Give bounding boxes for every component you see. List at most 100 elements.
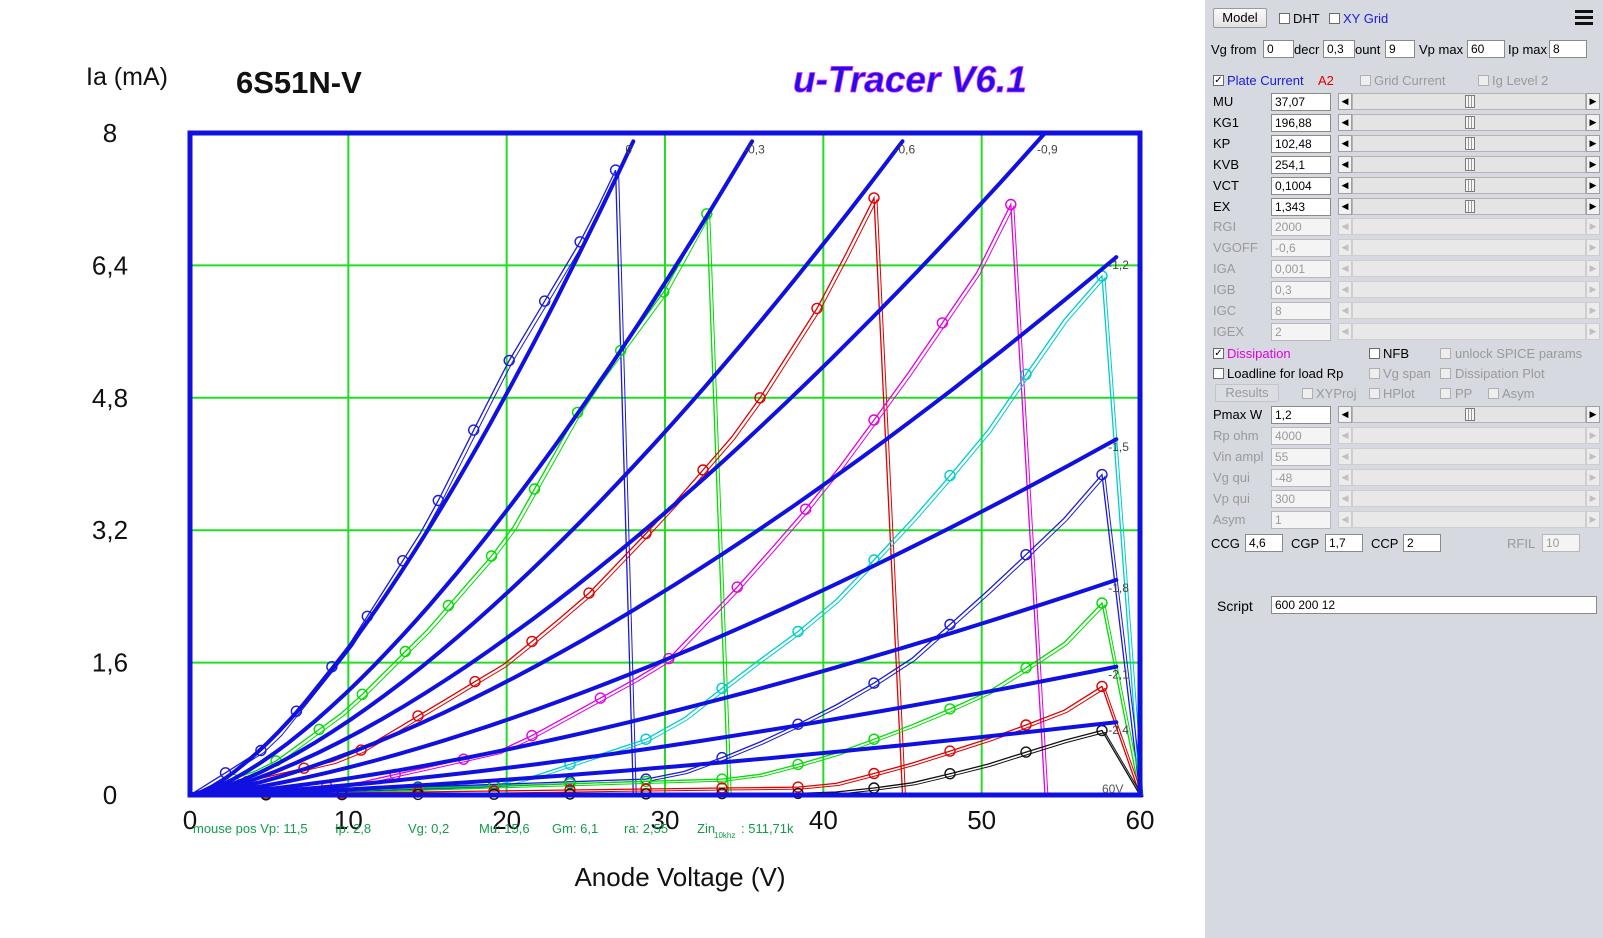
param-input-vg-qui[interactable]: -48	[1271, 468, 1331, 487]
slider-left-arrow-icon[interactable]: ◀	[1338, 468, 1352, 486]
slider-thumb[interactable]	[1465, 178, 1475, 192]
slider-track[interactable]	[1352, 134, 1586, 152]
slider-right-arrow-icon[interactable]: ▶	[1586, 447, 1600, 465]
decr-input[interactable]: 0,3	[1323, 40, 1355, 58]
slider-thumb[interactable]	[1465, 408, 1475, 421]
param-slider-vin-ampl[interactable]: ◀ ▶	[1338, 447, 1600, 465]
param-slider-vg-qui[interactable]: ◀ ▶	[1338, 468, 1600, 486]
slider-right-arrow-icon[interactable]: ▶	[1586, 176, 1600, 194]
dissipation-checkbox[interactable]: ✓	[1213, 348, 1224, 359]
slider-thumb[interactable]	[1465, 199, 1475, 213]
xy-grid-checkbox[interactable]	[1329, 13, 1340, 24]
slider-left-arrow-icon[interactable]: ◀	[1338, 260, 1352, 278]
slider-right-arrow-icon[interactable]: ▶	[1586, 113, 1600, 131]
param-slider-pmax-w[interactable]: ◀ ▶	[1338, 406, 1600, 423]
unlock-spice-checkbox[interactable]	[1440, 348, 1451, 359]
param-input-mu[interactable]: 37,07	[1271, 93, 1331, 111]
slider-thumb[interactable]	[1465, 115, 1475, 129]
slider-right-arrow-icon[interactable]: ▶	[1586, 197, 1600, 215]
param-input-igc[interactable]: 8	[1271, 302, 1331, 320]
slider-track[interactable]	[1352, 239, 1586, 257]
param-input-vgoff[interactable]: -0,6	[1271, 239, 1331, 258]
slider-track[interactable]	[1352, 510, 1586, 528]
vg-from-input[interactable]: 0	[1263, 40, 1294, 58]
param-input-ex[interactable]: 1,343	[1271, 197, 1331, 216]
param-slider-ex[interactable]: ◀ ▶	[1338, 197, 1600, 215]
vp-max-input[interactable]: 60	[1467, 40, 1505, 58]
slider-right-arrow-icon[interactable]: ▶	[1586, 302, 1600, 319]
param-input-iga[interactable]: 0,001	[1271, 260, 1331, 279]
slider-left-arrow-icon[interactable]: ◀	[1338, 489, 1352, 507]
slider-left-arrow-icon[interactable]: ◀	[1338, 155, 1352, 173]
slider-track[interactable]	[1352, 406, 1586, 423]
slider-right-arrow-icon[interactable]: ▶	[1586, 322, 1600, 340]
slider-track[interactable]	[1352, 322, 1586, 340]
ccp-input[interactable]: 2	[1403, 534, 1441, 552]
param-input-pmax-w[interactable]: 1,2	[1271, 406, 1331, 424]
slider-track[interactable]	[1352, 113, 1586, 131]
slider-right-arrow-icon[interactable]: ▶	[1586, 426, 1600, 444]
slider-left-arrow-icon[interactable]: ◀	[1338, 281, 1352, 299]
slider-left-arrow-icon[interactable]: ◀	[1338, 176, 1352, 194]
plate-curves-chart[interactable]: 0 -0,3 -0,6 -0,9 -1,2 -1,5 -1,8 -2,1 -2,4 0 10 20 30…	[0, 0, 1205, 938]
plate-current-checkbox[interactable]: ✓	[1213, 75, 1224, 86]
count-input[interactable]: 9	[1385, 40, 1415, 58]
pp-checkbox[interactable]	[1440, 388, 1451, 399]
ig-level-checkbox[interactable]	[1478, 75, 1489, 86]
slider-track[interactable]	[1352, 281, 1586, 299]
param-slider-mu[interactable]: ◀ ▶	[1338, 93, 1600, 110]
slider-track[interactable]	[1352, 155, 1586, 173]
param-slider-vct[interactable]: ◀ ▶	[1338, 176, 1600, 194]
ccg-input[interactable]: 4,6	[1245, 534, 1283, 552]
loadline-checkbox[interactable]	[1213, 368, 1224, 379]
slider-track[interactable]	[1352, 176, 1586, 194]
dissipation-plot-checkbox[interactable]	[1440, 368, 1451, 379]
slider-right-arrow-icon[interactable]: ▶	[1586, 281, 1600, 299]
dht-checkbox[interactable]	[1279, 13, 1290, 24]
slider-left-arrow-icon[interactable]: ◀	[1338, 93, 1352, 110]
results-button[interactable]: Results	[1215, 384, 1279, 402]
characteristic-plot[interactable]: 0 -0,3 -0,6 -0,9 -1,2 -1,5 -1,8 -2,1 -2,4 0 10 20 30…	[0, 0, 1205, 938]
grid-current-checkbox[interactable]	[1360, 75, 1371, 86]
param-input-kp[interactable]: 102,48	[1271, 134, 1331, 153]
ip-max-input[interactable]: 8	[1549, 40, 1587, 58]
param-slider-asym[interactable]: ◀ ▶	[1338, 510, 1600, 528]
slider-track[interactable]	[1352, 426, 1586, 444]
slider-track[interactable]	[1352, 447, 1586, 465]
param-input-vct[interactable]: 0,1004	[1271, 176, 1331, 195]
slider-right-arrow-icon[interactable]: ▶	[1586, 239, 1600, 257]
slider-right-arrow-icon[interactable]: ▶	[1586, 93, 1600, 110]
param-input-igex[interactable]: 2	[1271, 322, 1331, 341]
param-slider-vgoff[interactable]: ◀ ▶	[1338, 239, 1600, 257]
slider-left-arrow-icon[interactable]: ◀	[1338, 218, 1352, 236]
model-button[interactable]: Model	[1213, 8, 1267, 28]
slider-track[interactable]	[1352, 260, 1586, 278]
param-input-kg1[interactable]: 196,88	[1271, 113, 1331, 132]
slider-left-arrow-icon[interactable]: ◀	[1338, 322, 1352, 340]
slider-right-arrow-icon[interactable]: ▶	[1586, 218, 1600, 236]
slider-left-arrow-icon[interactable]: ◀	[1338, 510, 1352, 528]
vg-span-checkbox[interactable]	[1369, 368, 1380, 379]
slider-right-arrow-icon[interactable]: ▶	[1586, 489, 1600, 507]
slider-left-arrow-icon[interactable]: ◀	[1338, 239, 1352, 257]
slider-thumb[interactable]	[1465, 157, 1475, 171]
rfil-input[interactable]: 10	[1542, 534, 1580, 552]
slider-left-arrow-icon[interactable]: ◀	[1338, 447, 1352, 465]
slider-left-arrow-icon[interactable]: ◀	[1338, 302, 1352, 319]
param-input-vp-qui[interactable]: 300	[1271, 489, 1331, 508]
param-input-asym[interactable]: 1	[1271, 510, 1331, 529]
nfb-checkbox[interactable]	[1369, 348, 1380, 359]
slider-thumb[interactable]	[1465, 95, 1475, 108]
param-slider-rp-ohm[interactable]: ◀ ▶	[1338, 426, 1600, 444]
slider-left-arrow-icon[interactable]: ◀	[1338, 406, 1352, 423]
param-slider-iga[interactable]: ◀ ▶	[1338, 260, 1600, 278]
slider-track[interactable]	[1352, 197, 1586, 215]
param-slider-kp[interactable]: ◀ ▶	[1338, 134, 1600, 152]
param-input-igb[interactable]: 0,3	[1271, 281, 1331, 300]
slider-right-arrow-icon[interactable]: ▶	[1586, 260, 1600, 278]
param-slider-rgi[interactable]: ◀ ▶	[1338, 218, 1600, 236]
slider-right-arrow-icon[interactable]: ▶	[1586, 510, 1600, 528]
xyproj-checkbox[interactable]	[1302, 388, 1313, 399]
slider-track[interactable]	[1352, 302, 1586, 319]
slider-track[interactable]	[1352, 218, 1586, 236]
